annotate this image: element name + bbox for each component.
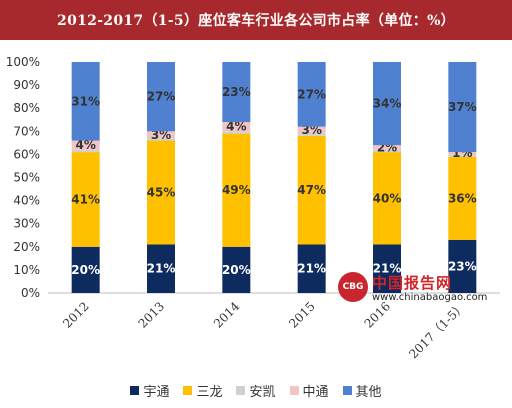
watermark: CBG 中国报告网 www.chinabaogao.com: [338, 272, 508, 308]
bar-segment: [147, 131, 175, 139]
chart-title: 2012-2017（1-5）座位客车行业各公司市占率（单位：%）: [57, 13, 455, 29]
data-label: 37%: [448, 100, 477, 114]
bar-segment: [448, 239, 477, 293]
legend-item: 其他: [342, 381, 382, 400]
y-tick-label: 40%: [13, 194, 40, 208]
x-tick-label: 2013: [136, 299, 167, 330]
data-label: 41%: [71, 192, 100, 206]
bar-segment: [222, 62, 251, 123]
data-label: 36%: [448, 191, 477, 205]
legend-swatch: [183, 385, 193, 395]
watermark-logo: CBG: [338, 272, 368, 302]
x-tick-label: 2014: [211, 299, 243, 331]
legend-item: 宇通: [130, 381, 169, 400]
bar-segment: [373, 244, 401, 293]
bar-segment: [222, 246, 251, 293]
legend-swatch: [342, 385, 352, 395]
data-label: 31%: [71, 94, 100, 108]
y-tick-label: 30%: [13, 217, 40, 231]
bar-segment: [297, 244, 326, 293]
x-tick-label: 2012: [60, 299, 91, 330]
bar-segment: [297, 135, 326, 245]
legend-swatch: [130, 385, 140, 395]
bar-segment: [222, 133, 251, 247]
bar-segment: [71, 62, 100, 141]
stacked-bar-chart: 0% 10% 20% 30% 40% 50% 60% 70% 80% 90% 100% 20% 41% 4…: [6, 55, 500, 361]
bar-segment: [448, 152, 477, 155]
legend-label: 三龙: [196, 384, 223, 400]
data-label: 27%: [297, 87, 326, 101]
data-label: 23%: [448, 259, 477, 273]
legend: 宇通 三龙 安凯 中通 其他: [0, 380, 512, 400]
data-label: 21%: [147, 262, 176, 276]
data-label: 23%: [222, 85, 251, 99]
y-tick-label: 0%: [21, 286, 40, 300]
data-label: 21%: [297, 262, 326, 276]
data-label: 4%: [226, 120, 246, 134]
y-tick-label: 20%: [13, 240, 40, 254]
bar-segment: [297, 133, 326, 136]
legend-label: 安凯: [249, 384, 276, 400]
watermark-url: www.chinabaogao.com: [372, 292, 488, 303]
bar-segment: [297, 126, 326, 134]
bar-segment: [448, 156, 477, 240]
bar-segment: [373, 145, 401, 150]
legend-label: 中通: [302, 384, 329, 400]
y-tick-label: 80%: [13, 101, 40, 115]
data-label: 45%: [147, 186, 176, 200]
bar-segment: [297, 62, 326, 127]
data-label: 21%: [373, 262, 402, 276]
x-tick-label: 2015: [286, 299, 317, 330]
legend-item: 三龙: [183, 381, 222, 400]
title-bar: 2012-2017（1-5）座位客车行业各公司市占率（单位：%）: [0, 0, 512, 40]
bar-segment: [373, 152, 401, 245]
data-label: 47%: [297, 183, 326, 197]
x-tick-label: 2017（1-5）: [406, 299, 468, 361]
bar-segment: [71, 152, 100, 247]
y-tick-label: 70%: [13, 124, 40, 138]
y-tick-label: 60%: [13, 147, 40, 161]
bar-segment: [71, 246, 100, 293]
y-tick-label: 90%: [13, 78, 40, 92]
y-tick-label: 100%: [6, 55, 40, 69]
watermark-name: 中国报告网: [372, 274, 453, 292]
data-label: 4%: [75, 138, 95, 152]
data-label: 27%: [147, 90, 176, 104]
bar-segment: [147, 62, 175, 132]
data-label: 20%: [71, 263, 100, 277]
legend-label: 宇通: [143, 384, 170, 400]
bar-segment: [373, 149, 401, 153]
bar-segment: [373, 62, 401, 146]
bar-segment: [147, 140, 175, 245]
legend-item: 安凯: [236, 381, 276, 400]
bar-segment: [448, 62, 477, 153]
bar-segment: [71, 140, 100, 150]
y-tick-label: 50%: [13, 171, 40, 185]
legend-label: 其他: [355, 384, 382, 400]
legend-item: 中通: [289, 381, 329, 400]
legend-swatch: [236, 385, 246, 395]
data-label: 34%: [373, 97, 402, 111]
y-tick-label: 10%: [13, 263, 40, 277]
legend-swatch: [289, 385, 299, 395]
bar-segment: [147, 244, 175, 293]
bar-segment: [222, 131, 251, 134]
bar-segment: [222, 122, 251, 132]
data-label: 40%: [373, 191, 402, 205]
bar-segment: [448, 154, 477, 157]
data-label: 20%: [222, 263, 251, 277]
bar-segment: [71, 149, 100, 153]
bar-segment: [147, 138, 175, 141]
data-label: 49%: [222, 183, 251, 197]
